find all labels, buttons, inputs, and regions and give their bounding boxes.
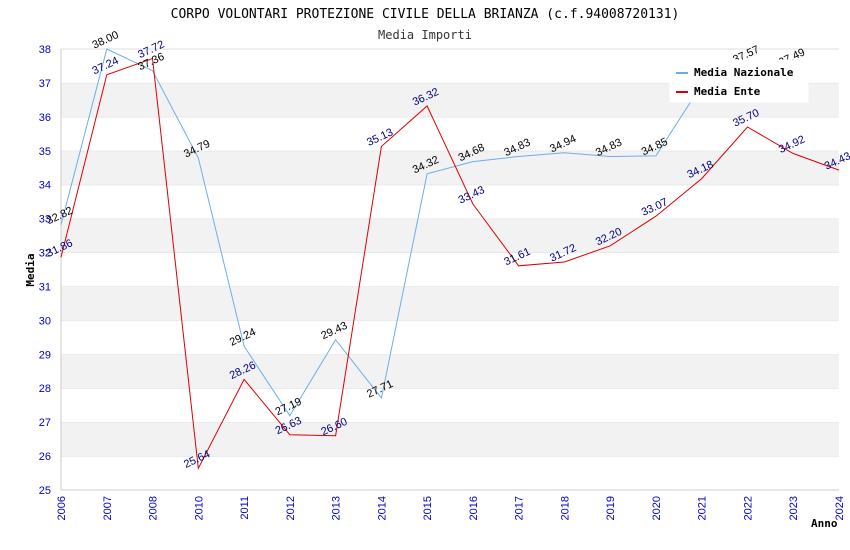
x-tick-label: 2020: [651, 496, 663, 520]
data-label: 38.00: [90, 29, 120, 52]
x-tick-label: 2010: [193, 496, 205, 520]
grid-band: [61, 184, 839, 219]
y-tick-label: 28: [39, 383, 51, 395]
x-tick-label: 2022: [742, 496, 754, 520]
plot-frame: [60, 49, 839, 491]
y-tick-label: 27: [39, 417, 51, 429]
y-tick-label: 30: [39, 315, 51, 327]
legend: Media Nazionale Media Ente: [669, 59, 809, 103]
x-tick-label: 2021: [697, 496, 709, 520]
x-tick-label: 2024: [834, 496, 846, 520]
x-tick-labels: 2006 2007 2008 2010 2011 2012 2013 2014 2015 2016…: [56, 496, 846, 520]
y-tick-label: 34: [39, 180, 51, 192]
y-tick-label: 29: [39, 349, 51, 361]
x-tick-label: 2018: [559, 496, 571, 520]
grid-band: [61, 116, 839, 151]
grid-bands: [61, 48, 839, 490]
x-tick-label: 2014: [376, 496, 388, 520]
x-tick-label: 2007: [102, 496, 114, 520]
x-tick-label: 2011: [239, 496, 251, 520]
y-tick-label: 37: [39, 78, 51, 90]
x-tick-label: 2006: [56, 496, 68, 520]
series-line-media-ente: [60, 57, 840, 470]
y-tick-label: 32: [39, 248, 51, 260]
chart-title: CORPO VOLONTARI PROTEZIONE CIVILE DELLA …: [171, 7, 680, 22]
y-tick-label: 33: [39, 214, 51, 226]
chart-subtitle: Media Importi: [378, 28, 472, 42]
y-tick-labels: 25 26 27 28 29 30 31 32 33 34 35 36 37 38: [39, 44, 51, 497]
x-tick-label: 2013: [331, 496, 343, 520]
y-tick-label: 31: [39, 281, 51, 293]
grid-band: [61, 354, 839, 389]
x-tick-label: 2015: [422, 496, 434, 520]
grid-band: [61, 456, 839, 490]
y-tick-label: 26: [39, 451, 51, 463]
series-line-media-nazionale: [60, 48, 794, 417]
y-tick-label: 36: [39, 112, 51, 124]
y-tick-label: 38: [39, 44, 51, 56]
grid-band: [61, 388, 839, 423]
x-tick-label: 2008: [148, 496, 160, 520]
legend-label: Media Nazionale: [694, 66, 794, 79]
grid-band: [61, 286, 839, 321]
x-tick-label: 2016: [468, 496, 480, 520]
y-axis-label: Media: [24, 253, 37, 286]
x-tick-label: 2012: [285, 496, 297, 520]
grid-band: [61, 252, 839, 287]
y-tick-label: 35: [39, 146, 51, 158]
y-tick-label: 25: [39, 485, 51, 497]
x-tick-label: 2023: [788, 496, 800, 520]
x-tick-label: 2017: [514, 496, 526, 520]
grid-band: [61, 422, 839, 457]
grid-band: [61, 218, 839, 253]
legend-label: Media Ente: [694, 85, 761, 98]
x-axis-label: Anno: [811, 517, 838, 530]
grid-band: [61, 320, 839, 355]
legend-box: [669, 59, 809, 103]
x-tick-label: 2019: [605, 496, 617, 520]
series-lines: [60, 48, 840, 470]
